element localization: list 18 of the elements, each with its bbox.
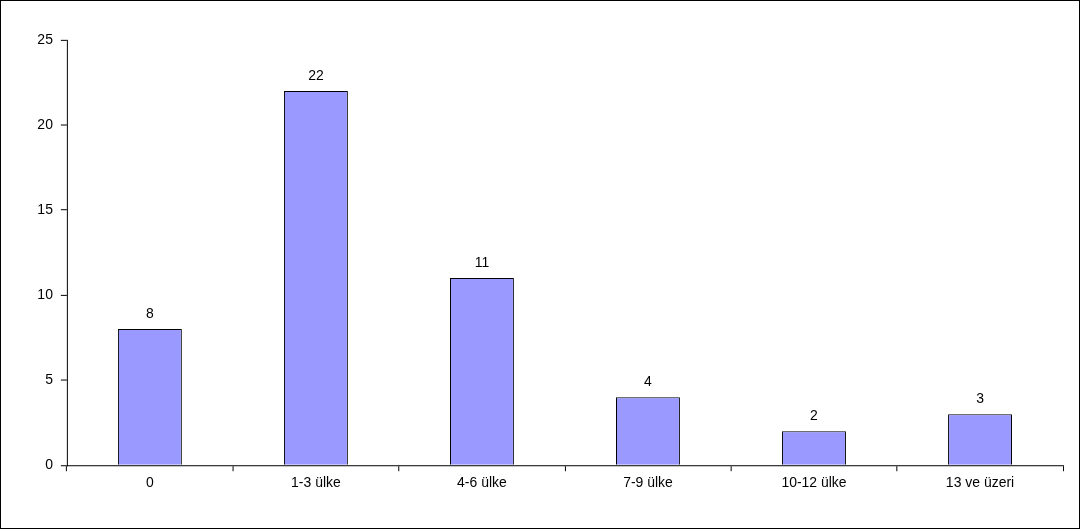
y-tick-label: 0 [45,456,54,473]
y-tick-label: 25 [37,30,54,47]
data-label: 8 [146,305,155,322]
y-tick-label: 10 [37,285,54,302]
y-tick-label: 20 [37,115,54,132]
x-tick-label: 1-3 ülke [291,474,341,491]
x-tick-label: 0 [146,474,155,491]
data-label: 22 [308,66,324,83]
data-label: 4 [644,373,653,390]
data-label: 11 [474,253,490,270]
x-tick-label: 7-9 ülke [623,474,674,491]
x-tick-label: 4-6 ülke [457,474,508,491]
x-tick-label: 10-12 ülke [781,474,847,491]
y-tick-label: 5 [45,371,54,387]
data-label: 3 [976,390,985,407]
x-tick-label: 13 ve üzeri [945,474,1015,491]
data-label: 2 [810,407,819,424]
y-tick-label: 15 [37,200,54,217]
